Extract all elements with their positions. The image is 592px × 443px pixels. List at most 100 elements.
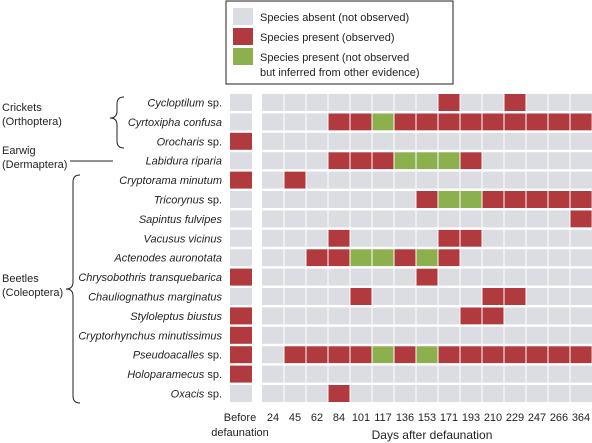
legend-swatch-absent [233, 8, 253, 25]
species-label: Cryptorhynchus minutissimus [78, 330, 222, 342]
row-separator [262, 382, 592, 385]
row-separator [262, 305, 592, 308]
group-label-beetles-line1: Beetles [2, 273, 39, 285]
before-cell [230, 268, 252, 286]
before-cell [230, 229, 252, 247]
day-tick-label: 101 [352, 412, 370, 424]
species-label: Actenodes auronotata [113, 253, 222, 265]
grid-cell [372, 152, 394, 170]
grid-cell [416, 113, 438, 131]
row-separator [262, 266, 592, 269]
beetles-brace [65, 174, 81, 404]
species-label: Vacusus vicinus [144, 233, 223, 245]
grid-cell [350, 346, 372, 364]
grid-cell [306, 249, 328, 267]
grid-cell [328, 249, 350, 267]
x-axis-title: Days after defaunation [372, 428, 493, 442]
before-cell [230, 113, 252, 131]
grid-cell [570, 210, 592, 228]
grid-cell [482, 191, 504, 208]
grid-cell [460, 346, 482, 364]
grid-cell [438, 191, 460, 208]
day-labels: 24 45 62 84 101 117 136 153 171 193 210 229 247 266 36… [267, 412, 590, 424]
row-separator [262, 169, 592, 172]
species-label: Holoparamecus sp. [127, 369, 222, 381]
grid-cell [526, 191, 548, 208]
before-cell [230, 94, 252, 111]
row-separator [262, 246, 592, 250]
before-cell [230, 365, 252, 383]
grid-cell [504, 191, 526, 208]
before-cell [230, 307, 252, 325]
legend-swatch-inferred [233, 48, 253, 65]
grid-cell [328, 229, 350, 247]
grid-cell [350, 288, 372, 305]
before-cell [230, 249, 252, 267]
grid-cell [416, 249, 438, 267]
row-separator [262, 188, 592, 191]
grid-cell [460, 152, 482, 170]
row-separator [262, 111, 592, 114]
day-tick-label: 136 [396, 412, 414, 424]
group-label-earwig-line2: (Dermaptera) [2, 159, 67, 171]
grid-cell [482, 346, 504, 364]
day-tick-label: 364 [572, 412, 590, 424]
grid-cell [372, 113, 394, 131]
species-label: Pseudoacalles sp. [133, 350, 222, 362]
before-cell [230, 132, 252, 150]
row-separator [262, 324, 592, 327]
day-tick-label: 193 [462, 412, 480, 424]
grid-cell [416, 152, 438, 170]
legend-label-inferred-line2: but inferred from other evidence) [260, 67, 420, 79]
grid-cell [438, 113, 460, 131]
grid-cell [306, 346, 328, 364]
grid-cell [482, 288, 504, 305]
grid-cell [482, 307, 504, 325]
grid-cell [460, 229, 482, 247]
grid-cell [460, 113, 482, 131]
grid-cell [504, 346, 526, 364]
grid-cell [570, 113, 592, 131]
grid-cell [526, 113, 548, 131]
crickets-brace [109, 96, 125, 149]
grid-cell [372, 249, 394, 267]
row-separator [262, 208, 592, 211]
day-tick-label: 247 [528, 412, 546, 424]
day-tick-label: 171 [440, 412, 458, 424]
legend-swatch-present [233, 28, 253, 45]
grid-cell [482, 113, 504, 131]
before-cell [230, 171, 252, 189]
species-label: Sapintus fulvipes [139, 214, 223, 226]
before-defaunation-label-line2: defaunation [211, 427, 269, 439]
row-separator [262, 149, 592, 153]
grid-cell [460, 307, 482, 325]
species-label: Orocharis sp. [157, 136, 222, 148]
grid-cell [438, 229, 460, 247]
species-label: Cryptorama minutum [119, 175, 222, 187]
day-tick-label: 117 [374, 412, 392, 424]
species-label: Cyrtoxipha confusa [128, 117, 222, 129]
grid-cell [284, 171, 306, 189]
group-label-crickets-line2: (Orthoptera) [2, 116, 62, 128]
grid-cell [284, 346, 306, 364]
legend-label-present: Species present (observed) [260, 32, 395, 44]
day-tick-label: 153 [418, 412, 436, 424]
grid-cell [394, 346, 416, 364]
grid-cell [570, 346, 592, 364]
grid-cell [350, 249, 372, 267]
grid-cell [328, 152, 350, 170]
grid-cell [526, 346, 548, 364]
grid-cell [350, 113, 372, 131]
day-tick-label: 24 [267, 412, 279, 424]
species-label: Styloleptus biustus [130, 311, 222, 323]
grid-cell [438, 249, 460, 267]
grid-cell [504, 288, 526, 305]
grid-cell [438, 94, 460, 111]
grid-cell [416, 268, 438, 286]
before-cell [230, 346, 252, 364]
group-label-earwig-line1: Earwig [2, 145, 36, 157]
grid-cell [548, 191, 570, 208]
grid-cell [504, 94, 526, 111]
species-label: Labidura riparia [146, 156, 222, 168]
grid-cell [394, 249, 416, 267]
